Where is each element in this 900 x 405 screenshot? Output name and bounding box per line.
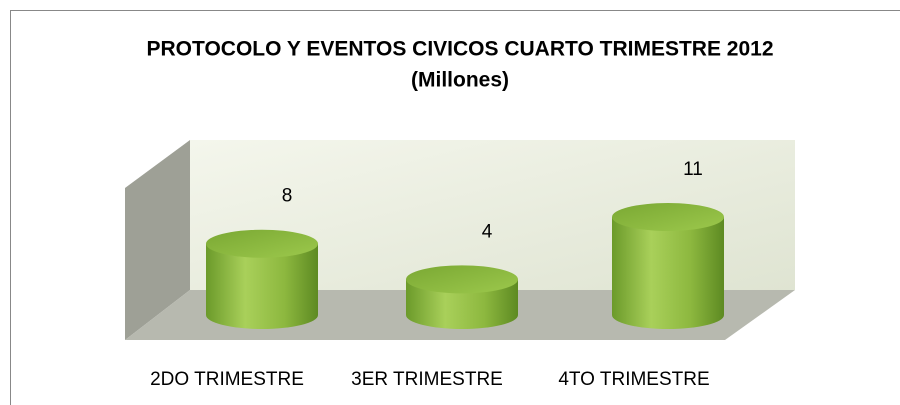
side-wall [125,140,190,340]
x-tick-label: 3ER TRIMESTRE [351,369,503,390]
cylinder-body [406,279,518,329]
cylinder-body [206,243,318,329]
cylinder-top [206,229,318,258]
data-label: 11 [683,159,703,180]
cylinder-top [406,265,518,294]
data-label: 4 [482,221,493,242]
chart-subtitle: (Millones) [411,69,509,92]
data-label: 8 [282,186,293,207]
x-tick-label: 2DO TRIMESTRE [150,369,304,390]
cylinder-body [612,217,724,329]
x-tick-label: 4TO TRIMESTRE [558,369,709,390]
chart-title: PROTOCOLO Y EVENTOS CIVICOS CUARTO TRIME… [146,38,773,61]
cylinder-top [612,203,724,231]
